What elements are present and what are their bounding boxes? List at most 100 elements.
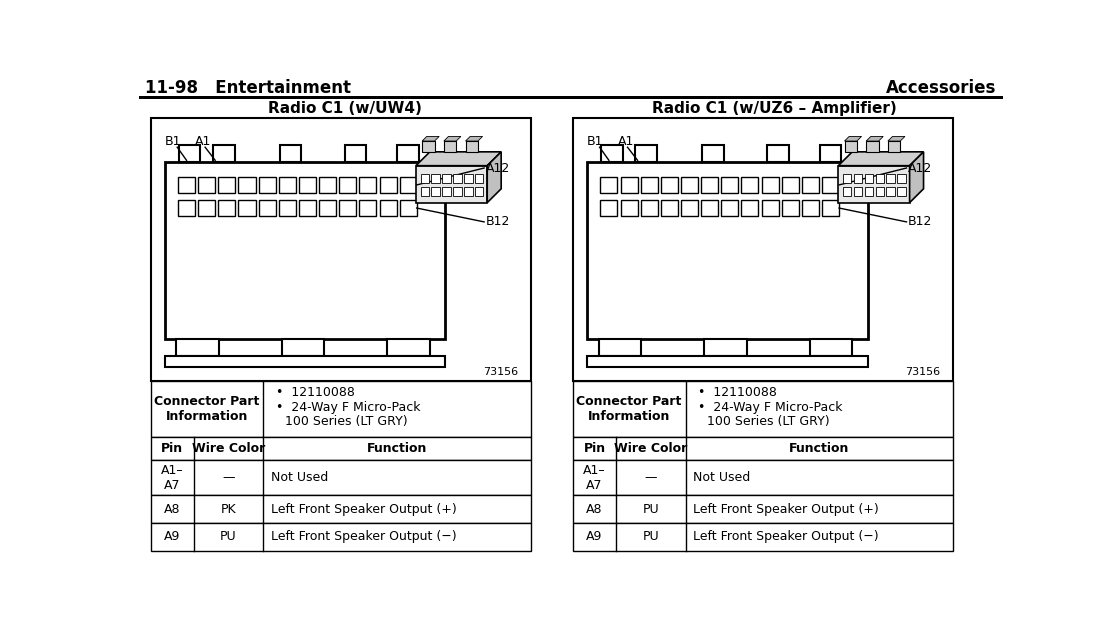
Bar [810,339,852,356]
Bar [897,174,906,183]
Bar [466,141,478,152]
Bar [475,174,483,183]
Text: Not Used: Not Used [271,471,329,484]
Text: Radio C1 (w/UZ6 – Amplifier): Radio C1 (w/UZ6 – Amplifier) [653,101,897,116]
Text: 11-98   Entertainment: 11-98 Entertainment [146,79,351,97]
Polygon shape [422,137,439,141]
Polygon shape [443,137,461,141]
Text: B1: B1 [165,135,180,147]
Bar [574,118,952,381]
Text: PK: PK [221,503,236,515]
Text: B12: B12 [908,215,932,229]
Bar [876,174,885,183]
Bar [463,187,472,197]
Bar [238,177,255,193]
Bar [398,145,419,162]
Bar [887,187,895,197]
Text: Wire Color: Wire Color [192,442,265,455]
Bar [620,177,637,193]
Text: Radio C1 (w/UW4): Radio C1 (w/UW4) [267,101,421,116]
Bar [843,174,851,183]
Text: •  12110088: • 12110088 [698,386,776,399]
Bar [802,177,819,193]
Bar [599,339,642,356]
Bar [339,200,356,215]
Bar [388,339,430,356]
Bar [574,381,952,437]
Bar [150,381,530,437]
Bar [574,523,952,551]
Polygon shape [466,137,482,141]
Text: Left Front Speaker Output (+): Left Front Speaker Output (+) [271,503,457,515]
Bar [822,177,839,193]
Bar [802,200,819,215]
Bar [635,145,657,162]
Text: 100 Series (LT GRY): 100 Series (LT GRY) [285,415,408,428]
Text: 100 Series (LT GRY): 100 Series (LT GRY) [707,415,830,428]
Polygon shape [839,152,924,166]
Bar [442,187,451,197]
Bar [822,200,839,215]
Text: Not Used: Not Used [693,471,751,484]
Bar [280,145,301,162]
Bar [475,187,483,197]
Text: Pin: Pin [162,442,183,455]
Bar [198,177,215,193]
Text: •  24-Way F Micro-Pack: • 24-Way F Micro-Pack [698,401,842,414]
Bar [587,162,868,339]
Text: A1–
A7: A1– A7 [160,464,184,491]
Bar [416,166,487,203]
Bar [165,356,446,367]
Bar [762,177,779,193]
Bar [319,177,336,193]
Text: 73156: 73156 [483,367,518,377]
Text: A1: A1 [195,135,212,147]
Bar [768,145,789,162]
Bar [218,200,235,215]
Bar [421,187,429,197]
Bar [641,177,657,193]
Bar [453,174,461,183]
Text: Pin: Pin [584,442,606,455]
Text: •  12110088: • 12110088 [275,386,354,399]
Bar [602,145,623,162]
Text: A1: A1 [618,135,634,147]
Bar [150,523,530,551]
Text: A8: A8 [164,503,180,515]
Bar [839,166,910,203]
Polygon shape [867,137,883,141]
Bar [820,145,841,162]
Bar [463,174,472,183]
Text: Wire Color: Wire Color [614,442,687,455]
Bar [278,200,296,215]
Bar [843,187,851,197]
Bar [681,200,698,215]
Text: A12: A12 [908,161,932,175]
Text: Connector Part
Information: Connector Part Information [576,395,682,423]
Bar [165,162,446,339]
Bar [258,177,275,193]
Bar [897,187,906,197]
Bar [431,174,440,183]
Bar [139,96,1003,99]
Bar [681,177,698,193]
Polygon shape [910,152,924,203]
Polygon shape [416,152,501,166]
Polygon shape [888,137,905,141]
Text: A1–
A7: A1– A7 [584,464,606,491]
Text: Function: Function [789,442,850,455]
Text: PU: PU [643,503,659,515]
Bar [238,200,255,215]
Bar [574,460,952,495]
Bar [853,174,862,183]
Bar [282,339,324,356]
Bar [443,141,457,152]
Text: A12: A12 [486,161,510,175]
Bar [400,200,417,215]
Text: Accessories: Accessories [886,79,996,97]
Bar [864,174,873,183]
Polygon shape [487,152,501,203]
Text: 73156: 73156 [906,367,940,377]
Bar [888,141,900,152]
Bar [453,187,461,197]
